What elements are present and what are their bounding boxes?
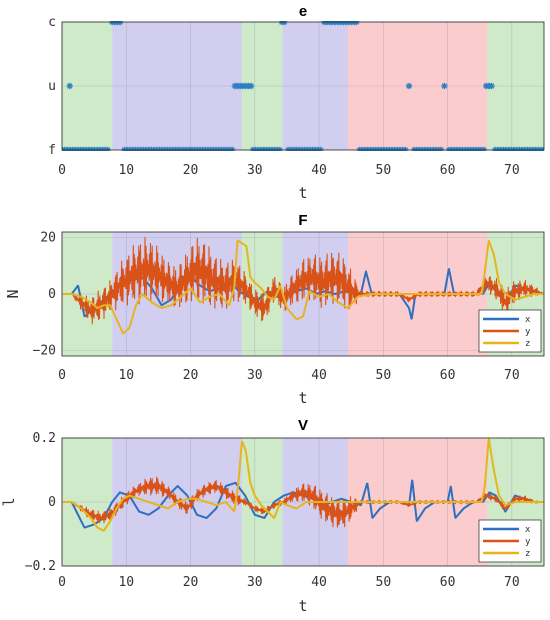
- legend-label-x: x: [525, 315, 531, 325]
- event-marker: [441, 82, 448, 90]
- y-axis-label: l: [0, 497, 18, 506]
- y-tick-label: f: [48, 143, 56, 158]
- panel-title: F: [298, 212, 307, 229]
- x-tick-label: 60: [440, 368, 456, 383]
- y-tick-label: −0.2: [25, 559, 56, 574]
- x-tick-label: 50: [376, 368, 392, 383]
- axes-box: [61, 231, 545, 357]
- marker-stroke: [248, 83, 254, 89]
- x-tick-label: 0: [58, 368, 66, 383]
- legend: xyz: [478, 309, 542, 353]
- legend: xyz: [478, 519, 542, 563]
- x-tick-label: 0: [58, 163, 66, 178]
- marker-stroke: [488, 83, 495, 89]
- event-marker: [488, 82, 495, 90]
- x-tick-label: 50: [376, 575, 392, 590]
- x-tick-label: 60: [440, 575, 456, 590]
- x-tick-label: 70: [504, 368, 520, 383]
- y-tick-label: 0: [48, 495, 56, 510]
- y-axis-label: N: [4, 289, 22, 298]
- panel-0: 0 10 20 30 40 50 60 70 f u c e t: [48, 3, 545, 202]
- x-tick-label: 20: [183, 368, 199, 383]
- x-tick-label: 40: [311, 368, 327, 383]
- plot-area: [62, 237, 544, 335]
- x-tick-label: 50: [376, 163, 392, 178]
- y-tick-label: −20: [33, 343, 56, 358]
- x-tick-label: 40: [311, 163, 327, 178]
- legend-label-x: x: [525, 525, 531, 535]
- x-axis-label: t: [298, 184, 307, 202]
- axes-box: [61, 21, 545, 151]
- event-marker: [247, 82, 255, 90]
- axes-box: [61, 437, 545, 567]
- x-axis-label: t: [298, 597, 307, 615]
- x-tick-label: 10: [118, 575, 134, 590]
- x-tick-label: 60: [440, 163, 456, 178]
- x-tick-label: 0: [58, 575, 66, 590]
- legend-label-y: y: [525, 327, 531, 337]
- x-axis-label: t: [298, 389, 307, 407]
- event-marker: [405, 82, 413, 90]
- y-tick-label: u: [48, 79, 56, 94]
- marker-stroke: [406, 83, 412, 89]
- legend-label-z: z: [525, 549, 530, 559]
- legend-label-y: y: [525, 537, 531, 547]
- x-tick-label: 70: [504, 163, 520, 178]
- x-tick-label: 70: [504, 575, 520, 590]
- plot-area: [62, 438, 544, 532]
- y-tick-label: 0: [48, 287, 56, 302]
- legend-label-z: z: [525, 339, 530, 349]
- x-tick-label: 20: [183, 163, 199, 178]
- y-tick-label: 20: [40, 231, 56, 246]
- x-tick-label: 30: [247, 575, 263, 590]
- y-tick-label: c: [48, 15, 56, 30]
- series-line-z: [62, 239, 544, 335]
- x-tick-label: 30: [247, 163, 263, 178]
- x-tick-label: 20: [183, 575, 199, 590]
- marker-stroke: [67, 83, 73, 89]
- marker-stroke: [441, 83, 448, 89]
- x-tick-label: 10: [118, 163, 134, 178]
- y-tick-label: 0.2: [33, 431, 56, 446]
- event-marker: [66, 82, 73, 90]
- x-tick-label: 30: [247, 368, 263, 383]
- x-tick-label: 40: [311, 575, 327, 590]
- series-line-z: [62, 438, 544, 532]
- x-tick-label: 10: [118, 368, 134, 383]
- panel-title: e: [299, 3, 307, 20]
- panel-title: V: [298, 417, 308, 434]
